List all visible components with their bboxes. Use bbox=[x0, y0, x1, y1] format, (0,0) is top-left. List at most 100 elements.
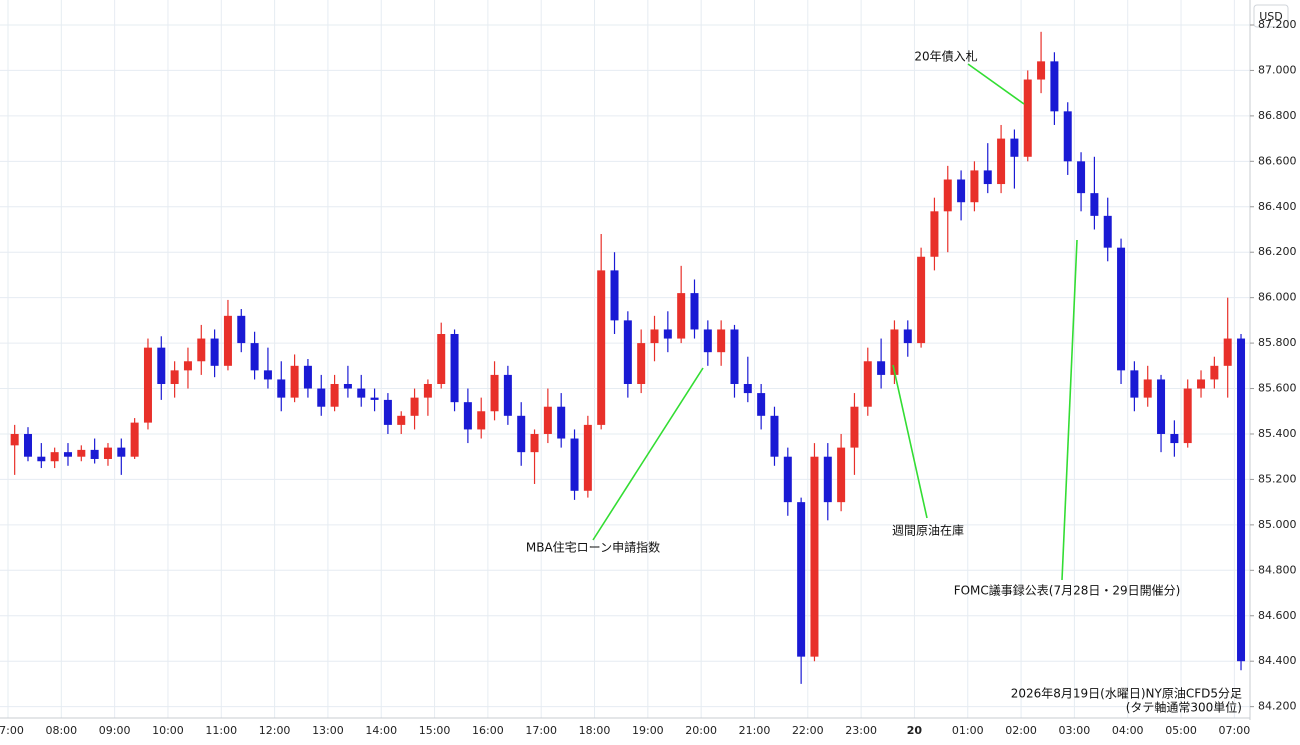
y-tick-label: 87.000 bbox=[1258, 63, 1297, 76]
candle-body bbox=[1143, 379, 1152, 398]
candle-body bbox=[1130, 370, 1139, 398]
y-tick-label: 87.200 bbox=[1258, 18, 1297, 31]
candle-body bbox=[957, 179, 966, 203]
candle-body bbox=[237, 315, 246, 344]
x-tick-label: 20 bbox=[907, 724, 923, 737]
x-tick-label: 05:00 bbox=[1165, 724, 1197, 737]
x-tick-label: 17:00 bbox=[525, 724, 557, 737]
candle-body bbox=[970, 170, 979, 203]
candle-body bbox=[890, 329, 899, 375]
candle-body bbox=[797, 502, 806, 657]
candle-body bbox=[677, 293, 686, 339]
y-tick-label: 85.400 bbox=[1258, 427, 1297, 440]
candle-body bbox=[117, 447, 126, 457]
candle-body bbox=[1010, 138, 1019, 157]
candle-body bbox=[1037, 61, 1046, 80]
candle-body bbox=[1077, 161, 1086, 194]
candle-body bbox=[690, 293, 699, 330]
candle-body bbox=[783, 456, 792, 503]
x-tick-label: 04:00 bbox=[1112, 724, 1144, 737]
x-tick-label: 18:00 bbox=[579, 724, 611, 737]
y-tick-label: 86.600 bbox=[1258, 154, 1297, 167]
candle-body bbox=[423, 383, 432, 398]
x-tick-label: 03:00 bbox=[1059, 724, 1091, 737]
candle-body bbox=[477, 411, 486, 430]
candle-body bbox=[1183, 388, 1192, 444]
candle-body bbox=[450, 334, 459, 403]
annotation-line bbox=[967, 63, 1025, 105]
candle-body bbox=[810, 456, 819, 657]
unit-box bbox=[1253, 4, 1289, 28]
candle-body bbox=[317, 388, 326, 407]
candle-body bbox=[943, 179, 952, 212]
y-tick-label: 85.200 bbox=[1258, 472, 1297, 485]
candles bbox=[10, 31, 1246, 684]
annotation: 20年債入札 bbox=[914, 49, 977, 64]
candle-body bbox=[877, 361, 886, 375]
y-axis-label: USD bbox=[1259, 10, 1283, 23]
candle-body bbox=[250, 343, 259, 371]
x-tick-label: 09:00 bbox=[99, 724, 131, 737]
candle-body bbox=[490, 374, 499, 412]
y-tick-label: 85.600 bbox=[1258, 382, 1297, 395]
candle-body bbox=[77, 449, 86, 457]
candle-body bbox=[50, 452, 59, 462]
annotation: 週間原油在庫 bbox=[892, 524, 964, 538]
y-tick-label: 84.400 bbox=[1258, 654, 1297, 667]
candle-body bbox=[1117, 247, 1126, 371]
candle-body bbox=[277, 379, 286, 398]
candle-body bbox=[663, 329, 672, 339]
annotation-line bbox=[1061, 239, 1078, 581]
candle-body bbox=[823, 456, 832, 503]
candle-body bbox=[37, 456, 46, 462]
candle-body bbox=[1023, 79, 1032, 157]
candle-body bbox=[383, 399, 392, 425]
annotation-line bbox=[592, 367, 704, 541]
x-tick-label: 16:00 bbox=[472, 724, 504, 737]
candle-body bbox=[1170, 433, 1179, 444]
candle-body bbox=[23, 433, 32, 457]
x-tick-label: 13:00 bbox=[312, 724, 344, 737]
candle-body bbox=[370, 397, 379, 400]
candle-body bbox=[463, 402, 472, 430]
candle-body bbox=[757, 393, 766, 416]
candle-body bbox=[1090, 193, 1099, 216]
x-tick-label: 08:00 bbox=[45, 724, 77, 737]
candle-body bbox=[1050, 61, 1059, 112]
candle-body bbox=[330, 383, 339, 407]
x-tick-label: 07:00 bbox=[0, 724, 24, 737]
candle-body bbox=[743, 383, 752, 394]
candle-body bbox=[730, 329, 739, 384]
x-tick-label: 21:00 bbox=[739, 724, 771, 737]
x-tick-label: 01:00 bbox=[952, 724, 984, 737]
y-tick-label: 84.600 bbox=[1258, 609, 1297, 622]
annotation-line bbox=[892, 364, 928, 519]
x-tick-label: 23:00 bbox=[845, 724, 877, 737]
x-tick-label: 10:00 bbox=[152, 724, 184, 737]
candle-body bbox=[583, 424, 592, 491]
candle-body bbox=[90, 449, 99, 459]
candle-body bbox=[170, 370, 179, 384]
candle-body bbox=[610, 270, 619, 321]
candle-body bbox=[130, 422, 139, 457]
candle-body bbox=[863, 361, 872, 407]
candle-body bbox=[63, 452, 72, 457]
annotation: MBA住宅ローン申請指数 bbox=[526, 540, 660, 555]
candle-body bbox=[717, 329, 726, 353]
candle-body bbox=[917, 256, 926, 344]
candle-body bbox=[1197, 379, 1206, 389]
candle-body bbox=[303, 365, 312, 389]
candle-body bbox=[570, 438, 579, 491]
y-tick-label: 86.000 bbox=[1258, 291, 1297, 304]
y-tick-label: 84.200 bbox=[1258, 700, 1297, 713]
x-tick-label: 15:00 bbox=[419, 724, 451, 737]
y-tick-label: 86.200 bbox=[1258, 245, 1297, 258]
candle-body bbox=[903, 329, 912, 344]
y-tick-label: 85.800 bbox=[1258, 336, 1297, 349]
candle-body bbox=[703, 329, 712, 353]
candle-body bbox=[103, 447, 112, 459]
candle-body bbox=[1210, 365, 1219, 380]
x-tick-label: 12:00 bbox=[259, 724, 291, 737]
y-tick-label: 86.800 bbox=[1258, 109, 1297, 122]
